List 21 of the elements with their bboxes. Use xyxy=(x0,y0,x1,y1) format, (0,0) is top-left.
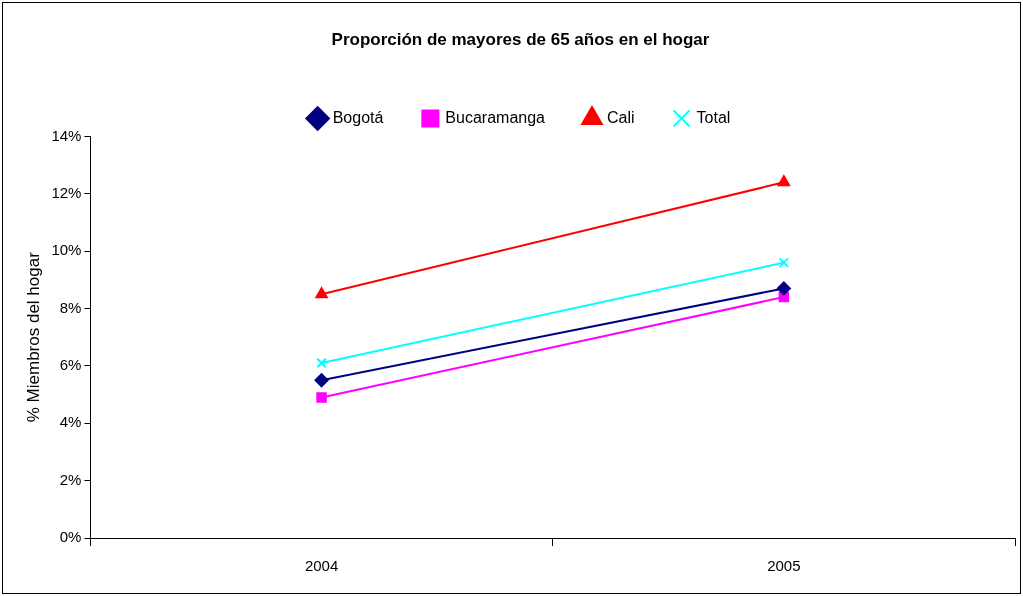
point xyxy=(314,373,329,388)
y-tick-label: 2% xyxy=(59,470,82,488)
point xyxy=(316,392,327,403)
point xyxy=(316,357,327,369)
x-tick-label: 2004 xyxy=(304,557,339,575)
y-axis-title: % Miembros del hogar xyxy=(23,251,43,423)
chart-title: Proporción de mayores de 65 años en el hogar xyxy=(331,29,710,49)
y-tick-label: 6% xyxy=(59,356,82,374)
y-tick-label: 8% xyxy=(59,298,82,316)
legend-label: Cali xyxy=(606,108,635,126)
y-tick-label: 4% xyxy=(59,413,82,431)
y-tick-label: 0% xyxy=(59,528,82,546)
legend-label: Bucaramanga xyxy=(445,108,546,126)
point xyxy=(778,257,790,268)
x-tick-label: 2005 xyxy=(767,557,801,575)
legend-label: Total xyxy=(696,108,731,126)
y-tick-label: 12% xyxy=(51,183,82,201)
legend-label: Bogotá xyxy=(332,108,384,126)
point xyxy=(776,281,791,296)
y-tick-label: 14% xyxy=(51,126,82,144)
y-tick-label: 10% xyxy=(51,241,82,259)
